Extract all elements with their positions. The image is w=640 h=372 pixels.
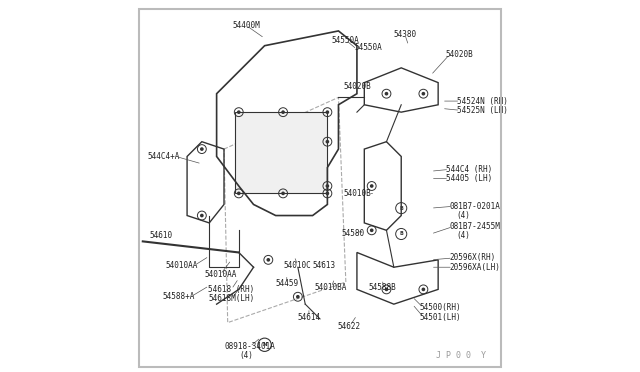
- Text: 54610: 54610: [150, 231, 173, 240]
- Text: 54580: 54580: [342, 230, 365, 238]
- Text: 54622: 54622: [338, 322, 361, 331]
- Text: 54588B: 54588B: [369, 283, 397, 292]
- Text: 081B7-2455M: 081B7-2455M: [449, 222, 500, 231]
- Text: 54405 (LH): 54405 (LH): [445, 174, 492, 183]
- Text: 081B7-0201A: 081B7-0201A: [449, 202, 500, 211]
- Text: 544C4 (RH): 544C4 (RH): [445, 165, 492, 174]
- Circle shape: [237, 110, 241, 114]
- Circle shape: [326, 184, 329, 188]
- Text: N: N: [262, 342, 267, 347]
- Text: 54459: 54459: [275, 279, 298, 288]
- Circle shape: [281, 192, 285, 195]
- Text: (4): (4): [456, 231, 470, 240]
- Text: 54020B: 54020B: [445, 51, 474, 60]
- Circle shape: [281, 110, 285, 114]
- Circle shape: [296, 295, 300, 299]
- Text: 54010AA: 54010AA: [204, 270, 237, 279]
- Text: 54525N (LH): 54525N (LH): [456, 106, 508, 115]
- Text: 54501(LH): 54501(LH): [420, 312, 461, 321]
- Circle shape: [326, 192, 329, 195]
- Text: B: B: [399, 206, 403, 211]
- Circle shape: [385, 92, 388, 96]
- Text: (4): (4): [456, 211, 470, 220]
- Text: 54500(RH): 54500(RH): [420, 303, 461, 312]
- Text: 54010B: 54010B: [344, 189, 372, 198]
- Text: 54400M: 54400M: [232, 21, 260, 30]
- Circle shape: [237, 192, 241, 195]
- Circle shape: [200, 147, 204, 151]
- Text: 54613: 54613: [312, 261, 335, 270]
- Text: 54010AA: 54010AA: [166, 261, 198, 270]
- Circle shape: [326, 110, 329, 114]
- Circle shape: [385, 288, 388, 291]
- Text: B: B: [399, 231, 403, 237]
- Text: 54618 (RH): 54618 (RH): [208, 285, 255, 294]
- Text: 54380: 54380: [394, 30, 417, 39]
- Circle shape: [422, 288, 425, 291]
- Text: 54550A: 54550A: [332, 36, 360, 45]
- Text: 54550A: 54550A: [354, 43, 382, 52]
- Circle shape: [200, 214, 204, 217]
- Text: 54614: 54614: [298, 312, 321, 321]
- Circle shape: [326, 140, 329, 144]
- Text: (4): (4): [239, 351, 253, 360]
- Text: 20596X(RH): 20596X(RH): [449, 253, 495, 263]
- Circle shape: [370, 228, 374, 232]
- Text: 54010C: 54010C: [284, 261, 312, 270]
- Text: 54618M(LH): 54618M(LH): [208, 294, 255, 303]
- Circle shape: [266, 258, 270, 262]
- Text: 544C4+A: 544C4+A: [147, 152, 180, 161]
- Circle shape: [370, 184, 374, 188]
- Polygon shape: [235, 112, 328, 193]
- Circle shape: [422, 92, 425, 96]
- Text: 08918-3401A: 08918-3401A: [225, 342, 275, 351]
- Text: J P 0 0  Y: J P 0 0 Y: [436, 350, 486, 359]
- Text: 54588+A: 54588+A: [162, 292, 195, 301]
- Text: 54524N (RH): 54524N (RH): [456, 97, 508, 106]
- Text: 54020B: 54020B: [343, 82, 371, 91]
- Text: 20596XA(LH): 20596XA(LH): [449, 263, 500, 272]
- Text: 54010BA: 54010BA: [315, 283, 348, 292]
